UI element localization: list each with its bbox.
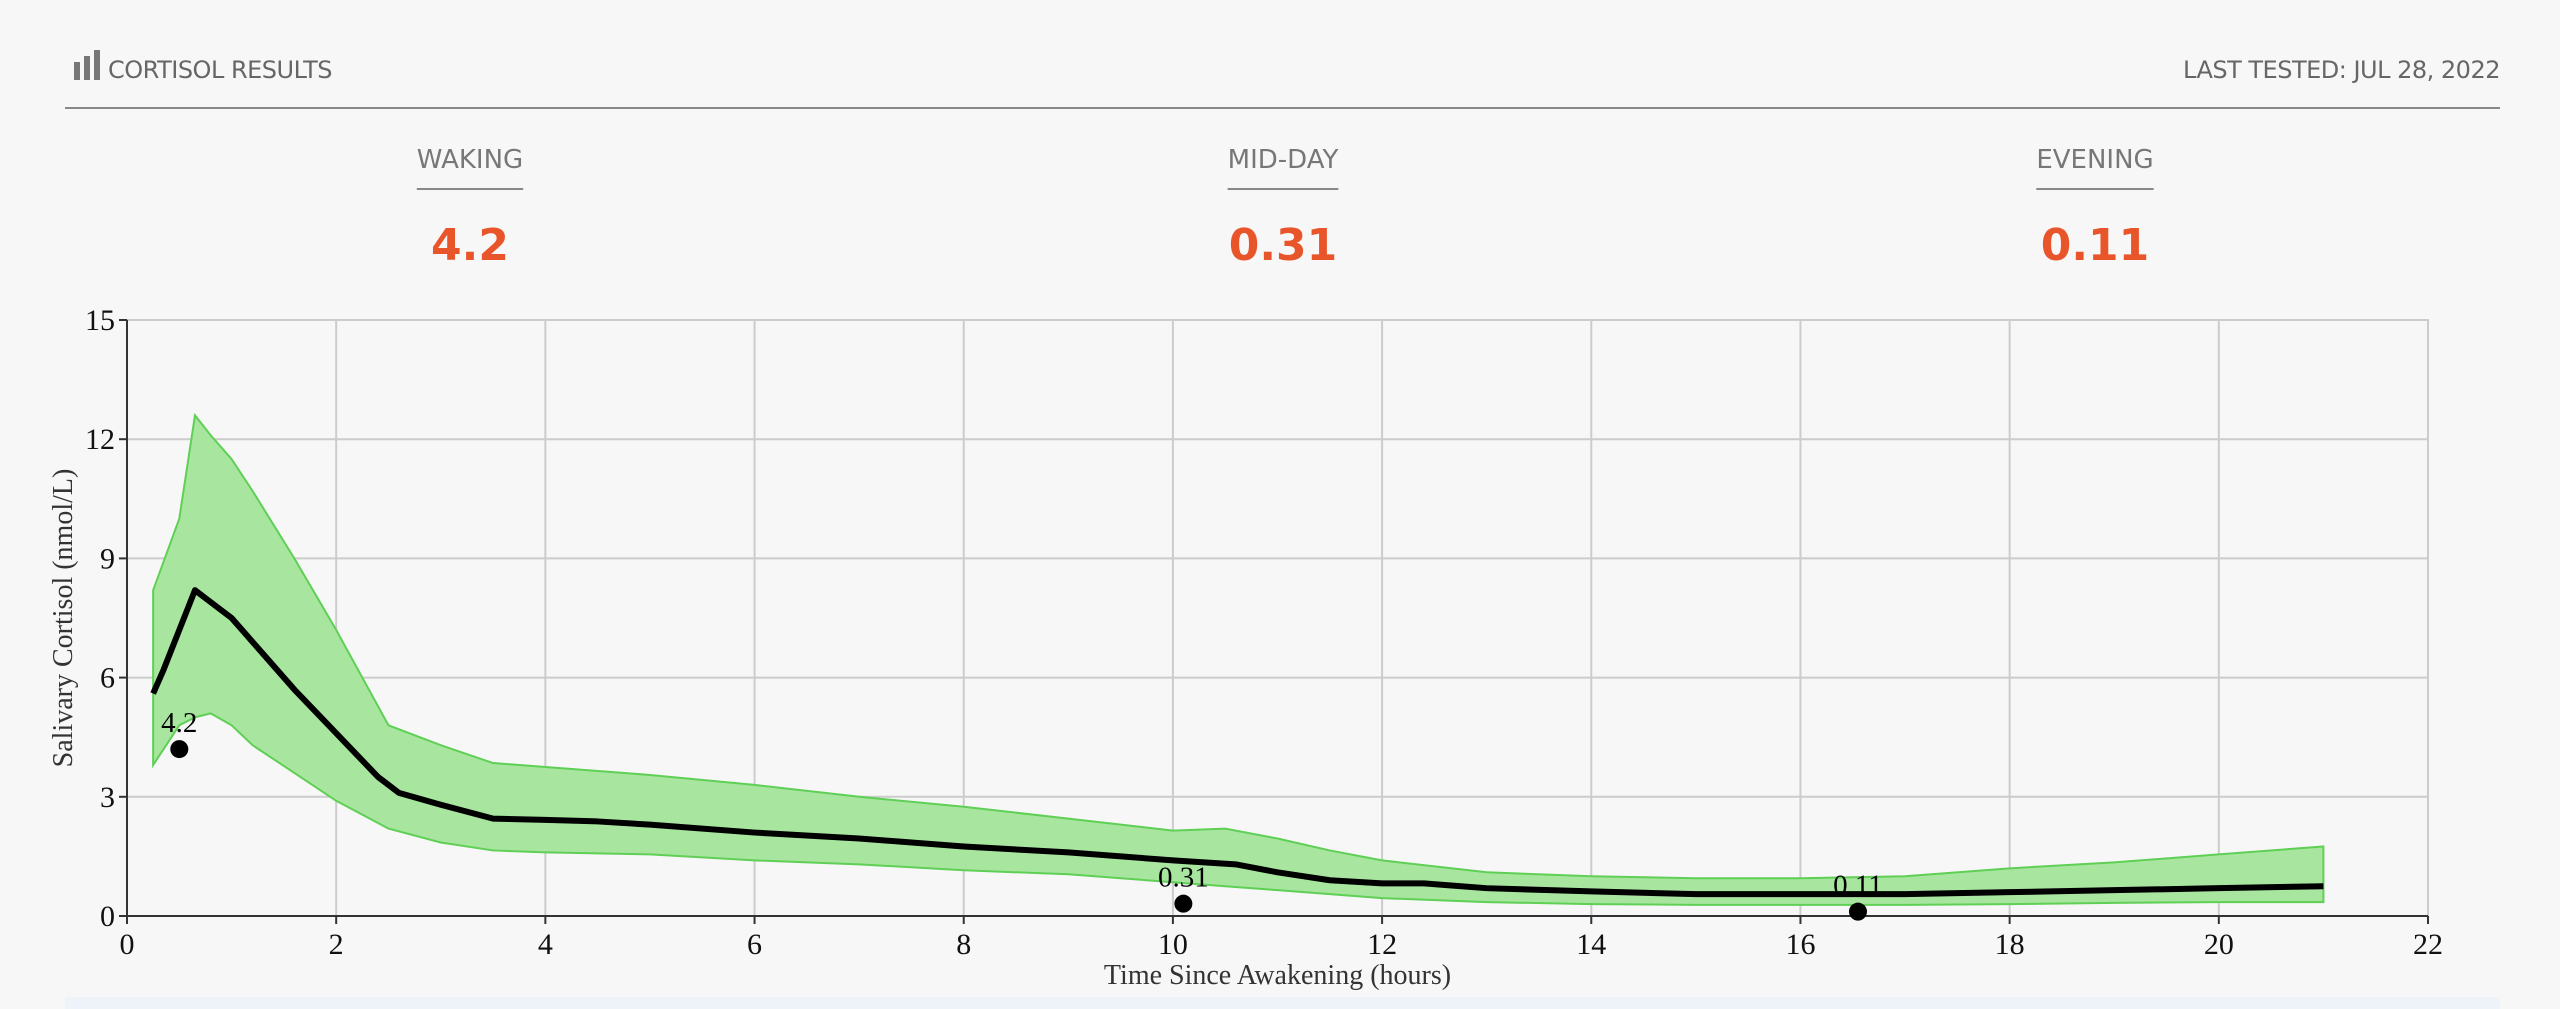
y-tick-label: 15 <box>85 304 115 337</box>
y-tick-label: 6 <box>100 662 115 695</box>
y-axis-title: Salivary Cortisol (nmol/L) <box>48 469 79 768</box>
reference-band <box>152 412 2325 906</box>
summary-label: WAKING <box>417 145 523 175</box>
summary-value: 0.11 <box>2041 220 2150 271</box>
x-tick-label: 20 <box>2204 928 2234 961</box>
last-tested: LAST TESTED: JUL 28, 2022 <box>2183 56 2500 84</box>
bottom-strip <box>65 997 2500 1009</box>
x-tick-label: 22 <box>2413 928 2443 961</box>
x-tick-label: 16 <box>1785 928 1815 961</box>
result-point <box>1174 894 1193 913</box>
icon <box>84 56 90 80</box>
result-point <box>1848 902 1867 921</box>
x-tick-label: 18 <box>1995 928 2025 961</box>
y-tick-label: 3 <box>100 781 115 814</box>
point-label: 0.31 <box>1158 862 1209 894</box>
x-tick-label: 6 <box>747 928 762 961</box>
section-title: CORTISOL RESULTS <box>108 56 332 84</box>
y-tick-label: 12 <box>85 423 115 456</box>
point-label: 0.11 <box>1833 870 1883 902</box>
icon <box>74 62 80 80</box>
summary-value: 4.2 <box>431 220 509 271</box>
result-point <box>170 740 189 759</box>
icon <box>94 50 100 80</box>
x-tick-label: 8 <box>956 928 971 961</box>
x-tick-label: 2 <box>329 928 344 961</box>
y-tick-label: 0 <box>100 900 115 933</box>
x-tick-label: 4 <box>538 928 553 961</box>
x-tick-label: 14 <box>1576 928 1606 961</box>
x-tick-label: 0 <box>120 928 135 961</box>
mean-line <box>150 587 2324 898</box>
x-tick-label: 12 <box>1367 928 1397 961</box>
x-tick-label: 10 <box>1158 928 1188 961</box>
point-label: 4.2 <box>161 707 197 739</box>
summary-label: MID-DAY <box>1228 145 1339 175</box>
summary-value: 0.31 <box>1229 220 1338 271</box>
x-axis-title: Time Since Awakening (hours) <box>1104 960 1451 991</box>
summary-label: EVENING <box>2036 145 2153 175</box>
y-tick-label: 9 <box>100 542 115 575</box>
